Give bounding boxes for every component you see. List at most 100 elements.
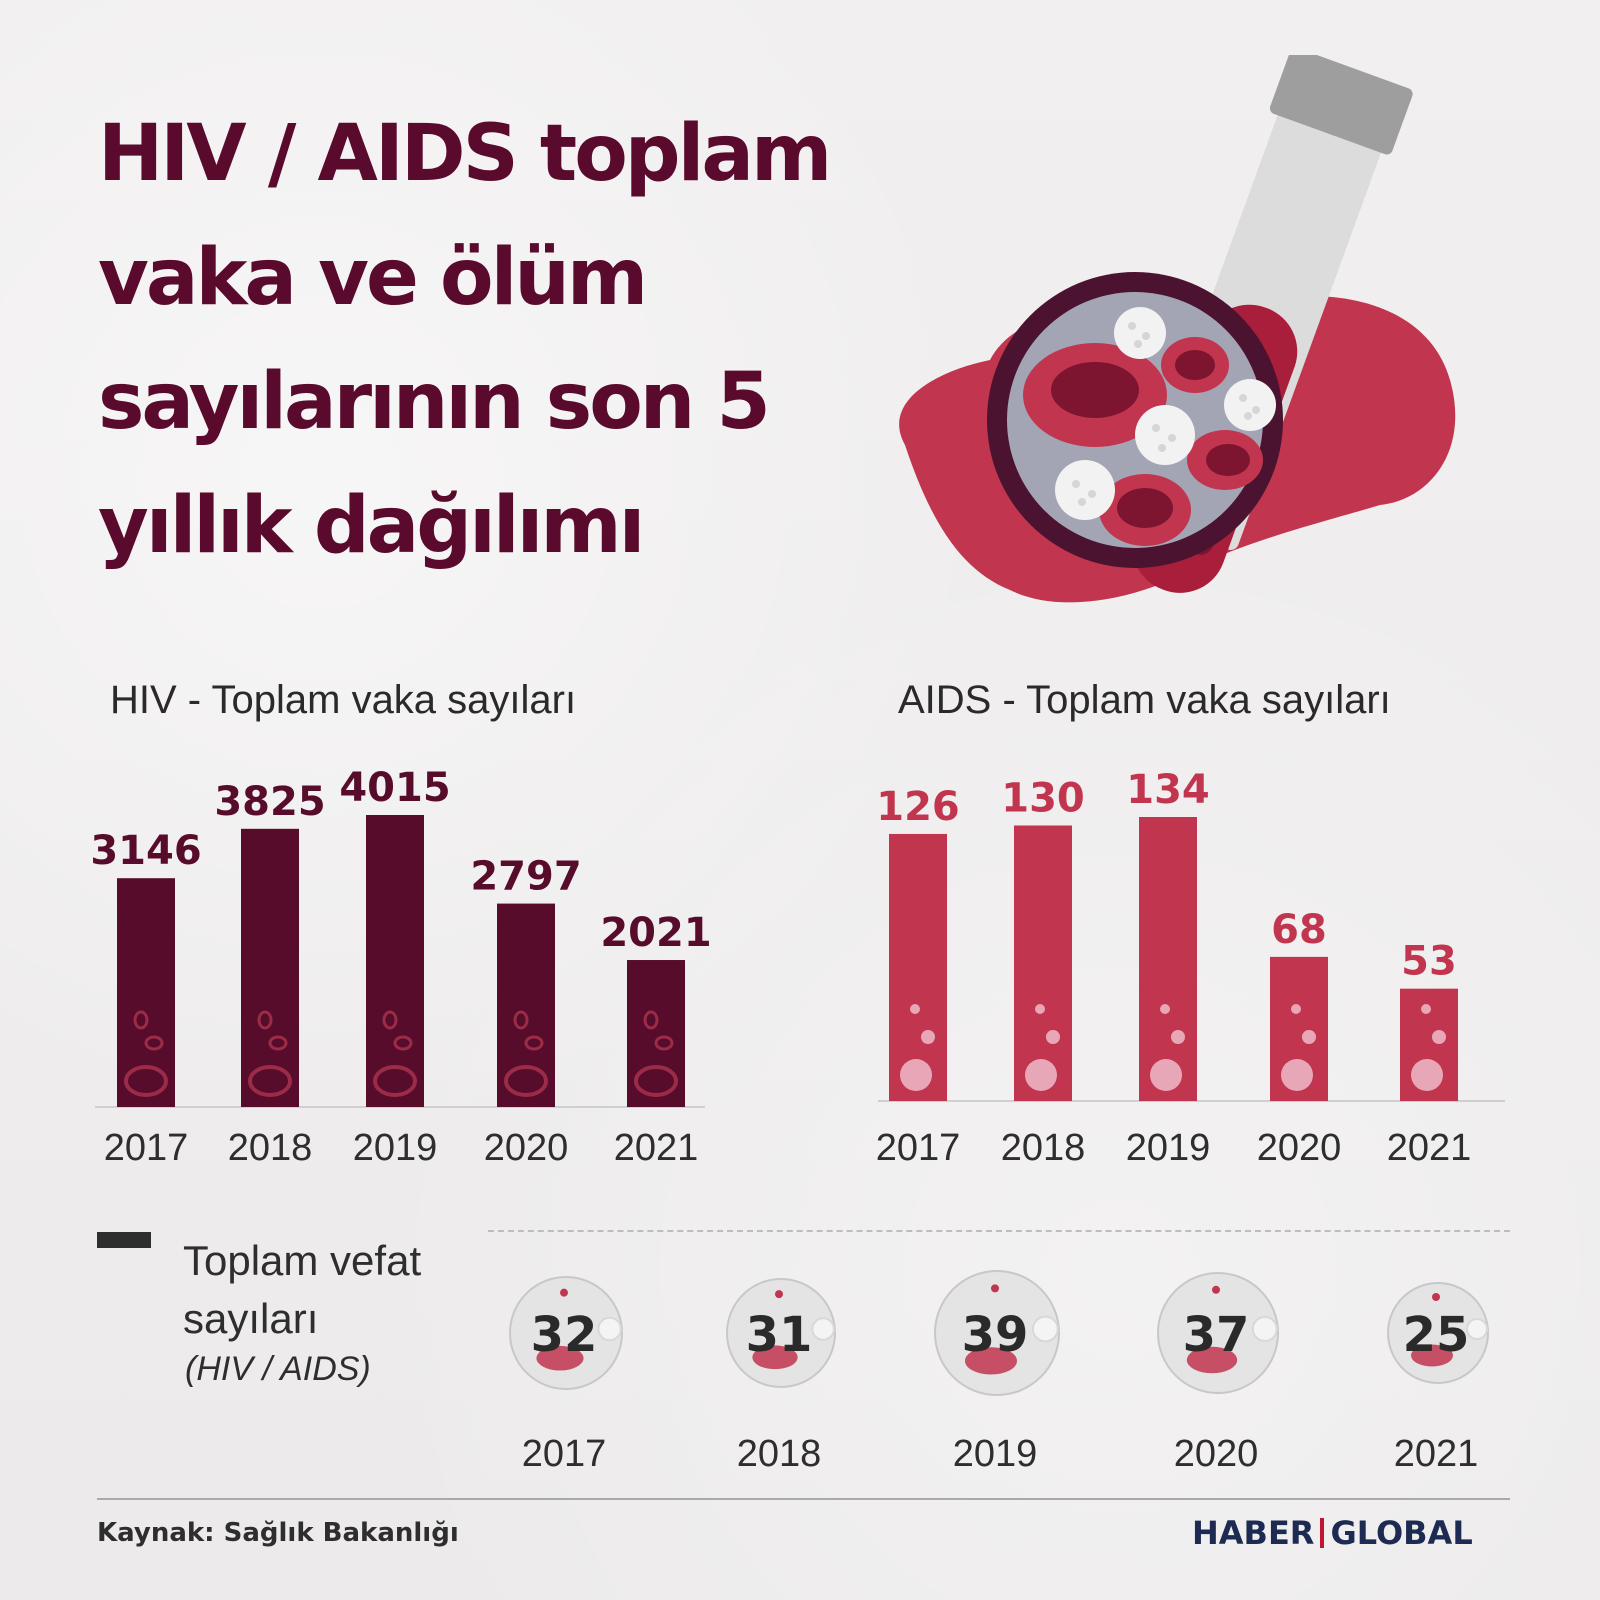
bar-2017 xyxy=(889,833,947,1101)
bar-value-label: 2021 xyxy=(600,910,711,956)
bar-cell-icon xyxy=(504,1065,548,1097)
bar-value-label: 130 xyxy=(1001,775,1085,821)
death-cell-icon xyxy=(1186,1346,1238,1374)
bar-cell-icon xyxy=(1025,1059,1057,1091)
death-dot-icon xyxy=(1432,1293,1440,1301)
bar-cell-icon xyxy=(1302,1030,1316,1044)
blood-sample-illustration xyxy=(899,55,1456,603)
bar-cell-icon xyxy=(393,1035,413,1051)
bar-cell-icon xyxy=(1281,1059,1313,1091)
deaths-legend-swatch xyxy=(97,1232,151,1248)
death-cell-icon xyxy=(964,1347,1018,1375)
bar-2019 xyxy=(1139,817,1197,1101)
aids-bar-chart xyxy=(878,817,1505,1102)
white-cell-dots xyxy=(1072,322,1260,506)
death-cell-icon xyxy=(752,1345,798,1370)
brand-right: GLOBAL xyxy=(1330,1514,1473,1552)
bar-2018 xyxy=(1014,825,1072,1101)
bar-2017 xyxy=(117,878,175,1107)
bar-cell-icon xyxy=(1160,1004,1170,1014)
bar-value-label: 4015 xyxy=(339,765,450,811)
bar-value-label: 3146 xyxy=(90,828,201,874)
x-tick-label: 2018 xyxy=(1001,1127,1086,1169)
death-cell-icon xyxy=(1411,1344,1453,1367)
death-value-label: 32 xyxy=(531,1307,598,1363)
bar-value-label: 126 xyxy=(876,784,960,830)
bar-cell-icon xyxy=(524,1035,544,1051)
death-white-cell-icon xyxy=(1031,1315,1059,1343)
bar-cell-icon xyxy=(382,1010,398,1030)
bar-cell-icon xyxy=(124,1065,168,1097)
death-value-label: 31 xyxy=(746,1307,813,1363)
bar-cell-icon xyxy=(1411,1059,1443,1091)
deaths-subtitle: (HIV / AIDS) xyxy=(185,1350,371,1388)
x-tick-label: 2021 xyxy=(1387,1127,1472,1169)
bar-cell-icon xyxy=(1171,1030,1185,1044)
bar-value-label: 68 xyxy=(1271,907,1327,953)
bar-cell-icon xyxy=(268,1035,288,1051)
bar-cell-icon xyxy=(643,1010,659,1030)
death-white-cell-icon xyxy=(1251,1316,1278,1342)
red-blood-cells xyxy=(1023,337,1263,546)
bar-value-label: 3825 xyxy=(214,779,325,825)
x-tick-label: 2021 xyxy=(614,1127,699,1169)
bar-cell-icon xyxy=(1432,1030,1446,1044)
bar-cell-icon xyxy=(1291,1004,1301,1014)
death-cell-icon xyxy=(536,1345,584,1371)
bar-cell-icon xyxy=(1035,1004,1045,1014)
bar-cell-icon xyxy=(373,1065,417,1097)
death-white-cell-icon xyxy=(1466,1318,1488,1340)
white-blood-cells xyxy=(1055,307,1276,520)
deaths-title: Toplam vefat sayıları xyxy=(183,1237,422,1342)
bar-cell-icon xyxy=(921,1030,935,1044)
death-value-label: 37 xyxy=(1183,1307,1250,1363)
bar-cell-icon xyxy=(634,1065,678,1097)
death-dot-icon xyxy=(775,1290,783,1299)
bar-cell-icon xyxy=(144,1035,164,1051)
bar-2018 xyxy=(241,828,299,1107)
brand-separator xyxy=(1320,1518,1325,1548)
x-tick-label: 2018 xyxy=(228,1127,313,1169)
hiv-chart-title: HIV - Toplam vaka sayıları xyxy=(110,678,577,722)
bar-cell-icon xyxy=(1046,1030,1060,1044)
footer-divider xyxy=(97,1498,1510,1500)
bar-cell-icon xyxy=(248,1065,292,1097)
death-year-label: 2021 xyxy=(1394,1433,1479,1475)
hiv-bar-chart xyxy=(95,815,705,1108)
bar-cell-icon xyxy=(910,1004,920,1014)
bar-cell-icon xyxy=(900,1059,932,1091)
deaths-row xyxy=(509,1270,1489,1396)
x-tick-label: 2020 xyxy=(484,1127,569,1169)
death-white-cell-icon xyxy=(597,1316,622,1342)
bar-2019 xyxy=(366,815,424,1107)
page-title: HIV / AIDS toplam vaka ve ölüm sayıların… xyxy=(98,109,832,571)
bar-cell-icon xyxy=(513,1010,529,1030)
bar-2020 xyxy=(497,903,555,1107)
aids-chart-title: AIDS - Toplam vaka sayıları xyxy=(898,678,1391,722)
death-value-label: 25 xyxy=(1403,1307,1470,1363)
bar-cell-icon xyxy=(654,1035,674,1051)
x-tick-label: 2017 xyxy=(876,1127,961,1169)
death-dot-icon xyxy=(1212,1285,1220,1294)
x-tick-label: 2020 xyxy=(1257,1127,1342,1169)
bar-cell-icon xyxy=(1150,1059,1182,1091)
bar-cell-icon xyxy=(133,1010,149,1030)
death-year-label: 2019 xyxy=(953,1433,1038,1475)
brand-logo: HABER GLOBAL xyxy=(1192,1514,1473,1552)
bar-value-label: 134 xyxy=(1126,767,1210,813)
bar-cell-icon xyxy=(257,1010,273,1030)
bar-cell-icon xyxy=(1421,1004,1431,1014)
bar-value-label: 53 xyxy=(1401,939,1457,985)
x-tick-label: 2019 xyxy=(1126,1127,1211,1169)
source-text: Kaynak: Sağlık Bakanlığı xyxy=(97,1518,459,1548)
death-dot-icon xyxy=(991,1284,999,1293)
x-tick-label: 2017 xyxy=(104,1127,189,1169)
death-dot-icon xyxy=(560,1288,568,1297)
x-tick-label: 2019 xyxy=(353,1127,438,1169)
death-year-label: 2017 xyxy=(522,1433,607,1475)
brand-left: HABER xyxy=(1192,1514,1315,1552)
deaths-divider xyxy=(488,1230,1510,1232)
death-year-label: 2020 xyxy=(1174,1433,1259,1475)
death-value-label: 39 xyxy=(962,1307,1029,1363)
